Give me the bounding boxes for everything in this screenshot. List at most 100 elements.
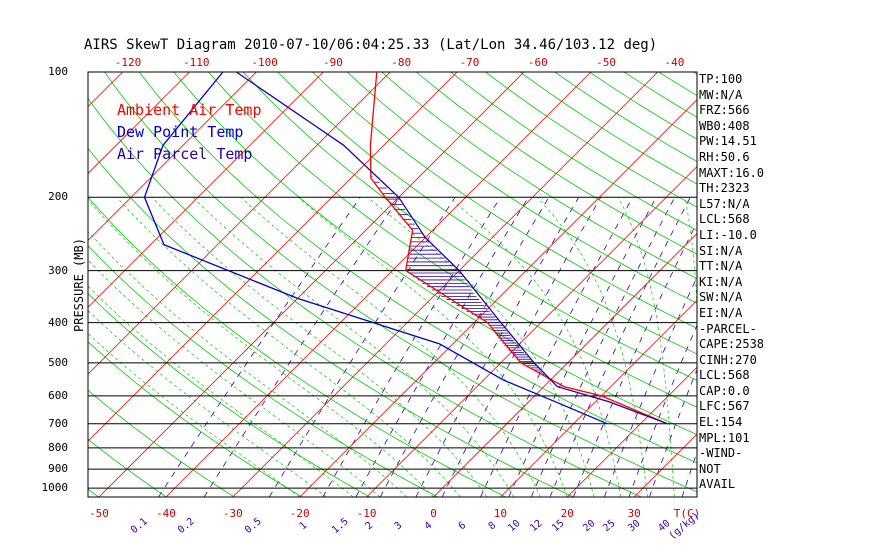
mixing-ratio-line xyxy=(604,276,697,497)
mixing-ratio-label: 15 xyxy=(550,518,566,534)
mixing-ratio-line xyxy=(508,197,657,497)
mixing-ratio-label: 0.1 xyxy=(129,516,150,536)
dry-adiabat-line xyxy=(104,72,697,493)
mixing-ratio-label: 20 xyxy=(581,518,597,534)
dry-adiabat-line xyxy=(208,72,697,408)
stat-item: CINH:270 xyxy=(699,352,757,367)
dry-adiabat-line xyxy=(277,72,697,355)
dry-adiabat-line xyxy=(88,147,574,497)
legend-dew-point-temp: Dew Point Temp xyxy=(117,123,244,141)
isotherm-line xyxy=(165,72,592,497)
stat-item: TT:N/A xyxy=(699,259,743,274)
stat-item: KI:N/A xyxy=(699,274,743,289)
pressure-tick-label: 200 xyxy=(48,190,68,204)
dry-adiabat-line xyxy=(88,438,167,497)
dry-adiabat-line xyxy=(88,341,303,497)
mixing-ratio-label: 3 xyxy=(393,520,405,532)
plot-frame xyxy=(87,71,698,498)
isotherm-line xyxy=(98,72,525,497)
isotherm-line xyxy=(567,366,697,497)
bottom-temp-tick-label: 0 xyxy=(430,507,437,520)
stat-item: FRZ:566 xyxy=(699,103,750,118)
isotherm-line xyxy=(366,166,697,497)
bottom-temp-tick-label: -50 xyxy=(89,507,109,520)
stat-item: MAXT:16.0 xyxy=(699,165,765,180)
isotherm-line xyxy=(500,299,697,497)
ambient-air-temp-line xyxy=(369,72,668,425)
isotherm-line xyxy=(299,99,697,497)
stat-item: TP:100 xyxy=(699,72,743,86)
legend-ambient-air-temp: Ambient Air Temp xyxy=(117,101,262,119)
mixing-ratio-label: 30 xyxy=(626,518,642,534)
pressure-tick-label: 800 xyxy=(48,440,68,454)
mixing-ratio-label: 1.5 xyxy=(330,516,351,536)
stat-item: EI:N/A xyxy=(699,305,743,320)
stat-item: MPL:101 xyxy=(699,430,750,445)
dry-adiabat-line xyxy=(88,97,642,497)
air-parcel-temp-line xyxy=(235,72,668,425)
mixing-ratio-label: 10 xyxy=(506,518,522,534)
mixing-ratio-label: 4 xyxy=(423,520,435,532)
moist-adiabat-line xyxy=(448,197,622,497)
stat-item: RH:50.6 xyxy=(699,149,750,164)
dry-adiabat-line xyxy=(415,72,697,255)
pressure-tick-label: 900 xyxy=(48,462,68,476)
stat-item: -WIND- xyxy=(699,446,743,461)
top-temp-tick-label: -90 xyxy=(323,56,343,69)
legend-air-parcel-temp: Air Parcel Temp xyxy=(117,145,253,163)
top-temp-tick-label: -70 xyxy=(460,56,480,69)
mixing-ratio-label: 8 xyxy=(487,520,499,532)
dew-point-temp-line xyxy=(143,72,608,425)
bottom-temp-tick-label: -30 xyxy=(223,507,243,520)
stat-item: NOT xyxy=(699,461,721,476)
mixing-ratio-label: 2 xyxy=(364,520,376,532)
mixing-ratio-label: 0.2 xyxy=(176,516,197,536)
dry-adiabat-line xyxy=(242,72,697,381)
moist-adiabat-line xyxy=(298,197,568,497)
bottom-temp-tick-label: 20 xyxy=(561,507,574,520)
top-temp-tick-label: -60 xyxy=(528,56,548,69)
pressure-tick-label: 500 xyxy=(48,355,68,369)
stat-item: SW:N/A xyxy=(699,290,743,305)
pressure-tick-label: 700 xyxy=(48,416,68,430)
mixing-ratio-line xyxy=(415,197,580,497)
bottom-temp-tick-label: -10 xyxy=(357,507,377,520)
stat-item: MW:N/A xyxy=(699,87,743,102)
dry-adiabat-line xyxy=(0,72,31,497)
stat-item: LCL:568 xyxy=(699,368,750,383)
isotherm-line xyxy=(88,72,190,175)
moist-adiabat-line xyxy=(192,197,515,497)
stat-item: LCL:568 xyxy=(699,212,750,227)
pressure-tick-label: 600 xyxy=(48,388,68,402)
mixing-ratio-line xyxy=(573,221,697,497)
chart-title: AIRS SkewT Diagram 2010-07-10/06:04:25.3… xyxy=(84,37,658,53)
stat-item: -PARCEL- xyxy=(699,321,757,336)
stat-item: EL:154 xyxy=(699,415,743,430)
isotherm-line xyxy=(88,72,257,241)
stat-item: TH:2323 xyxy=(699,181,750,196)
dry-adiabat-line xyxy=(519,72,697,185)
mixing-ratio-label: 6 xyxy=(457,520,469,532)
mixing-ratio-line xyxy=(549,197,691,497)
mixing-ratio-line xyxy=(530,197,676,497)
bottom-temp-tick-label: -20 xyxy=(290,507,310,520)
moist-adiabat-line xyxy=(367,197,595,497)
mixing-ratio-line xyxy=(681,451,697,497)
isotherm-line xyxy=(433,232,697,497)
bottom-temp-unit-label: T(C) xyxy=(674,507,701,520)
stat-item: CAP:0.0 xyxy=(699,383,750,398)
dry-adiabat-line xyxy=(346,72,697,304)
isotherm-line xyxy=(232,72,659,497)
moist-adiabat-line xyxy=(88,285,354,497)
top-temp-tick-label: -110 xyxy=(183,56,210,69)
dry-adiabat-line xyxy=(88,389,235,497)
dry-adiabat-line xyxy=(658,72,697,97)
moist-adiabat-line xyxy=(88,310,327,497)
moist-adiabat-line xyxy=(536,197,648,497)
dry-adiabat-line xyxy=(381,72,697,279)
top-temp-tick-label: -100 xyxy=(251,56,278,69)
pressure-tick-label: 300 xyxy=(48,263,68,277)
stat-item: CAPE:2538 xyxy=(699,337,765,352)
mixing-ratio-label: 12 xyxy=(528,518,544,534)
